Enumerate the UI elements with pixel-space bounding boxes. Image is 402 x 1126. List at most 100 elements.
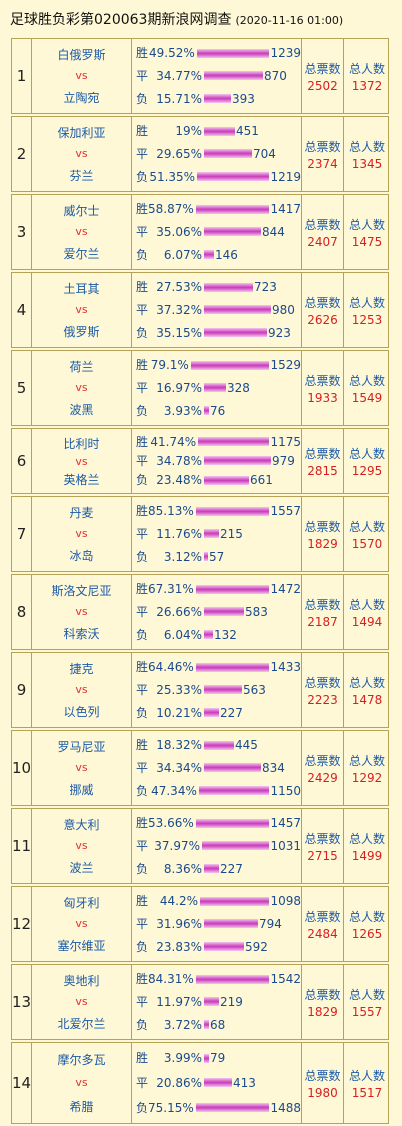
- home-team-link[interactable]: 匈牙利: [63, 896, 100, 911]
- match-row: 11 意大利 vs 波兰 胜 53.66% 1457 平 37.97% 1031…: [11, 808, 389, 884]
- lose-bar: [204, 942, 244, 952]
- vote-bars: 胜 67.31% 1472 平 26.66% 583 负 6.04% 132: [132, 575, 302, 649]
- away-team-link[interactable]: 爱尔兰: [63, 246, 100, 261]
- win-count: 79: [210, 1051, 226, 1066]
- home-team-link[interactable]: 摩尔多瓦: [57, 1053, 106, 1068]
- lose-bar: [204, 552, 208, 562]
- vs-label: vs: [75, 147, 88, 161]
- vote-bars: 胜 19% 451 平 29.65% 704 负 51.35% 1219: [132, 117, 302, 191]
- home-team-link[interactable]: 比利时: [63, 436, 100, 451]
- total-people-value: 1475: [351, 234, 383, 249]
- total-people-value: 1295: [351, 463, 383, 478]
- draw-bar: [204, 71, 263, 81]
- away-team-link[interactable]: 冰岛: [69, 548, 94, 563]
- away-team-link[interactable]: 立陶宛: [63, 90, 100, 105]
- draw-percent: 11.97%: [156, 994, 202, 1009]
- home-team-link[interactable]: 荷兰: [69, 360, 94, 375]
- vs-label: vs: [75, 527, 88, 541]
- lose-count: 132: [214, 627, 237, 642]
- home-team-link[interactable]: 丹麦: [69, 506, 94, 521]
- match-teams: 奥地利 vs 北爱尔兰: [32, 965, 132, 1039]
- draw-label: 平: [136, 838, 149, 853]
- away-team-link[interactable]: 芬兰: [69, 168, 94, 183]
- match-number: 9: [12, 653, 32, 727]
- home-team-link[interactable]: 土耳其: [63, 282, 100, 297]
- lose-percent: 3.93%: [163, 403, 202, 418]
- total-people-label: 总人数: [348, 675, 385, 690]
- vs-label: vs: [75, 1076, 88, 1090]
- total-people: 总人数 1557: [344, 965, 390, 1039]
- match-row: 5 荷兰 vs 波黑 胜 79.1% 1529 平 16.97% 328 负 3…: [11, 350, 389, 426]
- total-votes: 总票数 2502: [302, 39, 344, 113]
- total-votes: 总票数 1829: [302, 497, 344, 571]
- win-label: 胜: [136, 972, 149, 987]
- total-people-label: 总人数: [348, 519, 385, 534]
- total-people: 总人数 1372: [344, 39, 390, 113]
- vs-label: vs: [75, 303, 88, 317]
- draw-count: 844: [262, 224, 285, 239]
- home-team-link[interactable]: 斯洛文尼亚: [51, 584, 112, 599]
- home-team-link[interactable]: 白俄罗斯: [57, 48, 106, 63]
- win-bar: [195, 506, 270, 516]
- draw-line: 平 37.32% 980: [136, 303, 301, 317]
- lose-label: 负: [136, 325, 149, 340]
- win-percent: 27.53%: [156, 280, 202, 295]
- away-team-link[interactable]: 挪威: [69, 782, 94, 797]
- away-team-link[interactable]: 科索沃: [63, 626, 100, 641]
- total-people: 总人数 1253: [344, 273, 390, 347]
- vote-bars: 胜 64.46% 1433 平 25.33% 563 负 10.21% 227: [132, 653, 302, 727]
- win-count: 1239: [270, 46, 301, 61]
- lose-label: 负: [136, 627, 149, 642]
- lose-percent: 47.34%: [151, 783, 197, 798]
- match-row: 9 捷克 vs 以色列 胜 64.46% 1433 平 25.33% 563 负…: [11, 652, 389, 728]
- draw-percent: 31.96%: [156, 916, 202, 931]
- away-team-link[interactable]: 以色列: [63, 704, 100, 719]
- match-teams: 土耳其 vs 俄罗斯: [32, 273, 132, 347]
- win-label: 胜: [136, 46, 149, 61]
- total-people-label: 总人数: [348, 217, 385, 232]
- draw-count: 834: [262, 760, 285, 775]
- away-team-link[interactable]: 波黑: [69, 402, 94, 417]
- total-votes-value: 2626: [307, 312, 338, 327]
- lose-label: 负: [136, 1100, 149, 1115]
- home-team-link[interactable]: 威尔士: [63, 204, 100, 219]
- draw-percent: 26.66%: [156, 604, 202, 619]
- total-votes: 总票数 2484: [302, 887, 344, 961]
- draw-line: 平 37.97% 1031: [136, 839, 301, 853]
- home-team-link[interactable]: 意大利: [63, 818, 100, 833]
- lose-line: 负 23.48% 661: [136, 473, 301, 487]
- total-people-label: 总人数: [348, 446, 385, 461]
- total-votes: 总票数 2187: [302, 575, 344, 649]
- home-team-link[interactable]: 保加利亚: [57, 126, 106, 141]
- total-people-label: 总人数: [348, 987, 385, 1002]
- away-team-link[interactable]: 英格兰: [63, 472, 100, 487]
- total-votes-value: 2815: [307, 463, 338, 478]
- total-votes-label: 总票数: [304, 295, 341, 310]
- draw-count: 980: [272, 302, 295, 317]
- lose-label: 负: [136, 939, 149, 954]
- draw-bar: [202, 841, 270, 851]
- away-team-link[interactable]: 俄罗斯: [63, 324, 100, 339]
- away-team-link[interactable]: 北爱尔兰: [57, 1016, 106, 1031]
- match-row: 4 土耳其 vs 俄罗斯 胜 27.53% 723 平 37.32% 980 负…: [11, 272, 389, 348]
- home-team-link[interactable]: 奥地利: [63, 974, 100, 989]
- draw-percent: 34.34%: [156, 760, 202, 775]
- total-people-label: 总人数: [348, 61, 385, 76]
- draw-count: 870: [264, 68, 287, 83]
- lose-line: 负 6.07% 146: [136, 248, 301, 262]
- match-number: 12: [12, 887, 32, 961]
- match-row: 8 斯洛文尼亚 vs 科索沃 胜 67.31% 1472 平 26.66% 58…: [11, 574, 389, 650]
- away-team-link[interactable]: 希腊: [69, 1099, 94, 1114]
- total-votes-label: 总票数: [304, 1068, 341, 1083]
- draw-line: 平 25.33% 563: [136, 683, 301, 697]
- match-teams: 威尔士 vs 爱尔兰: [32, 195, 132, 269]
- home-team-link[interactable]: 罗马尼亚: [57, 740, 106, 755]
- away-team-link[interactable]: 塞尔维亚: [57, 938, 106, 953]
- draw-label: 平: [136, 1075, 149, 1090]
- match-row: 7 丹麦 vs 冰岛 胜 85.13% 1557 平 11.76% 215 负 …: [11, 496, 389, 572]
- away-team-link[interactable]: 波兰: [69, 860, 94, 875]
- home-team-link[interactable]: 捷克: [69, 662, 94, 677]
- lose-percent: 35.15%: [156, 325, 202, 340]
- lose-line: 负 35.15% 923: [136, 326, 301, 340]
- lose-bar: [204, 630, 213, 640]
